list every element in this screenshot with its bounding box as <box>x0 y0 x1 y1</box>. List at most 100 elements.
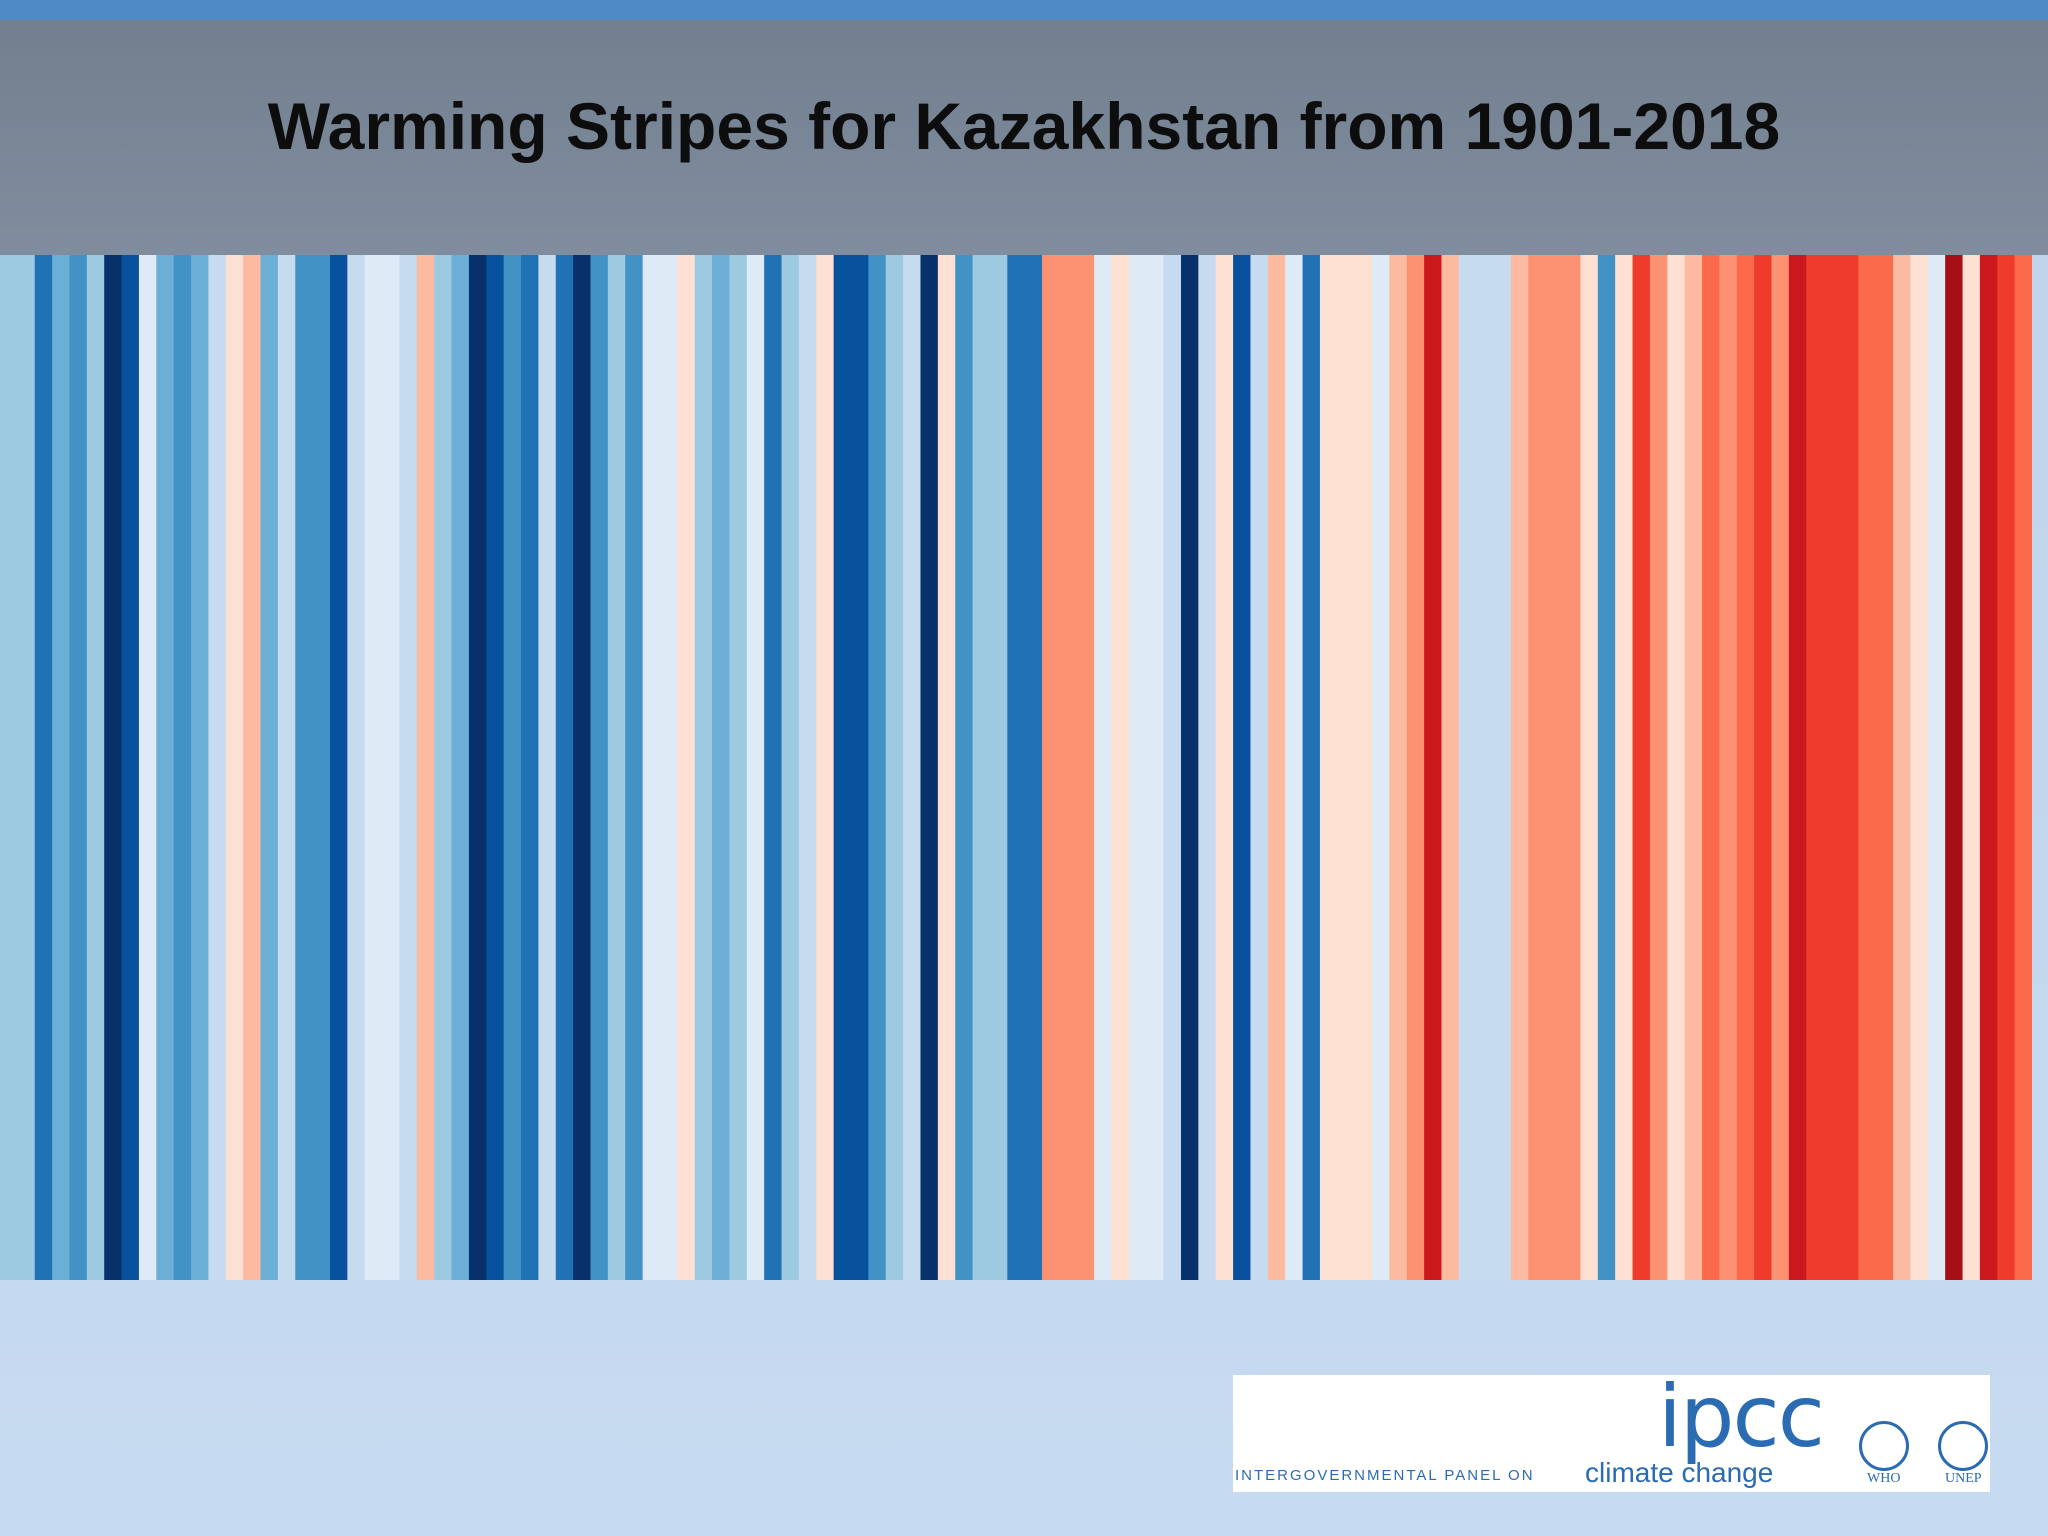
stripe <box>468 255 487 1280</box>
stripe <box>52 255 70 1280</box>
stripe <box>17 255 36 1280</box>
stripe <box>1719 255 1738 1280</box>
stripe <box>1962 255 1981 1280</box>
stripe <box>1684 255 1703 1280</box>
stripe <box>781 255 800 1280</box>
stripe <box>816 255 835 1280</box>
stripe <box>798 255 817 1280</box>
stripe <box>1632 255 1651 1280</box>
stripe <box>1910 255 1929 1280</box>
stripe <box>416 255 435 1280</box>
stripe <box>1945 255 1964 1280</box>
stripe <box>746 255 765 1280</box>
stripe <box>1545 255 1564 1280</box>
stripe <box>1042 255 1060 1280</box>
stripe <box>1597 255 1616 1280</box>
stripe <box>607 255 626 1280</box>
stripe <box>1441 255 1460 1280</box>
title: Warming Stripes for Kazakhstan from 1901… <box>267 89 1781 163</box>
stripe <box>1372 255 1390 1280</box>
stripe <box>1458 255 1477 1280</box>
stripe <box>1250 255 1269 1280</box>
stripe <box>573 255 591 1280</box>
stripe <box>1997 255 2016 1280</box>
stripe <box>1302 255 1321 1280</box>
stripe <box>538 255 557 1280</box>
stripe <box>295 255 314 1280</box>
top-bar <box>0 0 2048 20</box>
stripe <box>1267 255 1286 1280</box>
stripe <box>34 255 53 1280</box>
stripe <box>729 255 748 1280</box>
stripe <box>868 255 887 1280</box>
partner: WHO <box>1867 1471 1901 1486</box>
stripe <box>434 255 453 1280</box>
stripe <box>1528 255 1547 1280</box>
stripe <box>1823 255 1842 1280</box>
stripe <box>399 255 418 1280</box>
stripe <box>1771 255 1790 1280</box>
stripe <box>1493 255 1512 1280</box>
stripe <box>625 255 644 1280</box>
stripe <box>347 255 366 1280</box>
stripe <box>156 255 175 1280</box>
stripe <box>1163 255 1182 1280</box>
stripe <box>1840 255 1859 1280</box>
stripe <box>1094 255 1113 1280</box>
stripe <box>1319 255 1338 1280</box>
stripe <box>1198 255 1217 1280</box>
stripe <box>1476 255 1495 1280</box>
stripe <box>1702 255 1720 1280</box>
stripe <box>312 255 331 1280</box>
header: Warming Stripes for Kazakhstan from 1901… <box>0 20 2048 255</box>
stripe <box>329 255 348 1280</box>
stripe <box>521 255 539 1280</box>
stripe <box>1424 255 1443 1280</box>
stripe <box>1875 255 1894 1280</box>
stripe <box>677 255 696 1280</box>
stripe <box>1146 255 1165 1280</box>
warming-stripes <box>0 255 2032 1280</box>
stripe <box>1007 255 1026 1280</box>
stripe <box>1233 255 1251 1280</box>
stripe <box>920 255 939 1280</box>
stripe <box>1337 255 1356 1280</box>
stripe <box>937 255 956 1280</box>
stripe <box>1406 255 1425 1280</box>
stripe <box>503 255 522 1280</box>
stripe <box>121 255 140 1280</box>
unep-emblem <box>1938 1421 1988 1471</box>
stripe <box>1059 255 1078 1280</box>
stripe <box>138 255 157 1280</box>
stripe <box>1024 255 1043 1280</box>
stripe <box>712 255 730 1280</box>
stripe <box>486 255 505 1280</box>
stripe <box>1979 255 1998 1280</box>
logo-name: ipcc <box>1658 1367 1825 1467</box>
stripe <box>1285 255 1304 1280</box>
stripe <box>1215 255 1234 1280</box>
stripe <box>972 255 991 1280</box>
stripe <box>1736 255 1755 1280</box>
stripe <box>451 255 470 1280</box>
stripe <box>1927 255 1946 1280</box>
stripe <box>1563 255 1581 1280</box>
stripe <box>1667 255 1686 1280</box>
stripe <box>1128 255 1147 1280</box>
stripe <box>382 255 400 1280</box>
stripe <box>764 255 783 1280</box>
stripe <box>1389 255 1408 1280</box>
stripe <box>903 255 921 1280</box>
logo-tagline-emphasis: climate change <box>1585 1457 1774 1488</box>
stripe <box>277 255 296 1280</box>
stripe <box>104 255 123 1280</box>
stripe <box>173 255 192 1280</box>
stripe <box>0 255 18 1280</box>
stripe <box>659 255 678 1280</box>
stripe <box>955 255 974 1280</box>
stripe <box>1111 255 1130 1280</box>
stripe <box>1615 255 1634 1280</box>
stripe <box>1788 255 1807 1280</box>
